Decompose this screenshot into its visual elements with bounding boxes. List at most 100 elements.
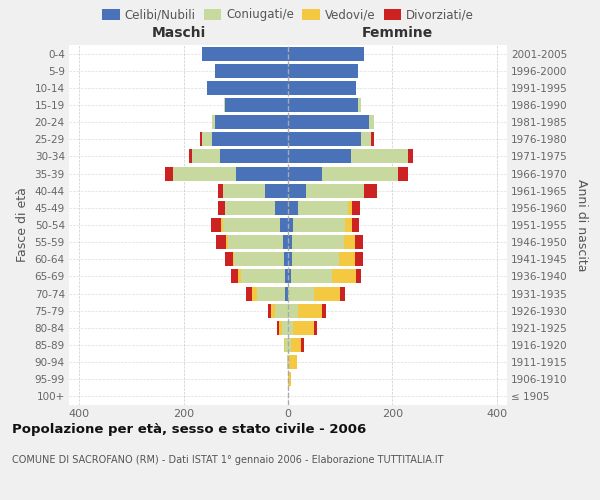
Bar — [339, 252, 355, 266]
Bar — [298, 304, 322, 318]
Bar — [218, 184, 223, 198]
Bar — [288, 252, 292, 266]
Bar — [293, 321, 314, 335]
Bar — [220, 150, 288, 164]
Bar — [364, 184, 377, 198]
Bar — [223, 184, 265, 198]
Bar — [200, 132, 202, 146]
Bar — [173, 166, 236, 180]
Bar — [211, 218, 221, 232]
Bar — [358, 98, 361, 112]
Bar — [268, 304, 271, 318]
Bar — [271, 304, 275, 318]
Bar — [246, 286, 251, 300]
Bar — [226, 98, 288, 112]
Bar — [225, 252, 233, 266]
Bar — [288, 166, 322, 180]
Bar — [288, 132, 361, 146]
Bar — [288, 355, 289, 369]
Bar — [293, 218, 346, 232]
Bar — [238, 270, 241, 283]
Bar — [212, 115, 215, 129]
Bar — [202, 132, 212, 146]
Y-axis label: Fasce di età: Fasce di età — [16, 188, 29, 262]
Bar — [288, 184, 306, 198]
Bar — [257, 286, 286, 300]
Bar — [277, 321, 279, 335]
Bar — [218, 201, 226, 215]
Bar — [288, 270, 290, 283]
Bar — [301, 338, 304, 352]
Bar — [288, 98, 358, 112]
Bar — [322, 166, 398, 180]
Bar — [233, 252, 234, 266]
Bar — [290, 270, 332, 283]
Bar — [292, 235, 344, 249]
Bar — [288, 218, 293, 232]
Bar — [361, 132, 371, 146]
Bar — [352, 201, 360, 215]
Bar — [356, 270, 361, 283]
Bar — [286, 338, 288, 352]
Bar — [314, 286, 340, 300]
Bar — [350, 150, 408, 164]
Text: COMUNE DI SACROFANO (RM) - Dati ISTAT 1° gennaio 2006 - Elaborazione TUTTITALIA.: COMUNE DI SACROFANO (RM) - Dati ISTAT 1°… — [12, 455, 443, 465]
Bar — [191, 150, 220, 164]
Bar — [241, 270, 286, 283]
Bar — [346, 218, 352, 232]
Bar — [286, 270, 288, 283]
Legend: Celibi/Nubili, Coniugati/e, Vedovi/e, Divorziati/e: Celibi/Nubili, Coniugati/e, Vedovi/e, Di… — [102, 8, 474, 22]
Bar — [212, 132, 288, 146]
Bar — [202, 46, 288, 60]
Bar — [298, 201, 348, 215]
Bar — [288, 46, 364, 60]
Bar — [223, 218, 280, 232]
Bar — [344, 235, 355, 249]
Bar — [215, 115, 288, 129]
Bar — [226, 201, 275, 215]
Bar — [286, 286, 288, 300]
Bar — [221, 218, 223, 232]
Bar — [279, 321, 282, 335]
Bar — [352, 218, 359, 232]
Bar — [226, 235, 228, 249]
Bar — [265, 184, 288, 198]
Bar — [288, 286, 314, 300]
Bar — [408, 150, 413, 164]
Bar — [288, 235, 292, 249]
Bar — [275, 304, 288, 318]
Bar — [355, 252, 362, 266]
Bar — [287, 355, 288, 369]
Bar — [288, 201, 298, 215]
Bar — [282, 321, 288, 335]
Bar — [216, 235, 226, 249]
Bar — [288, 321, 293, 335]
Bar — [292, 252, 339, 266]
Bar — [290, 338, 301, 352]
Bar — [284, 338, 286, 352]
Bar — [283, 235, 288, 249]
Bar — [189, 150, 191, 164]
Y-axis label: Anni di nascita: Anni di nascita — [575, 179, 588, 271]
Bar — [322, 304, 326, 318]
Bar — [166, 166, 173, 180]
Bar — [207, 81, 288, 95]
Text: Femmine: Femmine — [362, 26, 433, 40]
Bar — [340, 286, 346, 300]
Text: Popolazione per età, sesso e stato civile - 2006: Popolazione per età, sesso e stato civil… — [12, 422, 366, 436]
Bar — [215, 64, 288, 78]
Bar — [306, 184, 364, 198]
Bar — [332, 270, 356, 283]
Bar — [369, 115, 374, 129]
Bar — [284, 252, 288, 266]
Bar — [371, 132, 374, 146]
Bar — [288, 81, 356, 95]
Bar — [288, 372, 290, 386]
Bar — [314, 321, 317, 335]
Bar — [224, 98, 226, 112]
Bar — [288, 150, 350, 164]
Text: Maschi: Maschi — [151, 26, 206, 40]
Bar — [228, 235, 283, 249]
Bar — [230, 270, 238, 283]
Bar — [234, 252, 284, 266]
